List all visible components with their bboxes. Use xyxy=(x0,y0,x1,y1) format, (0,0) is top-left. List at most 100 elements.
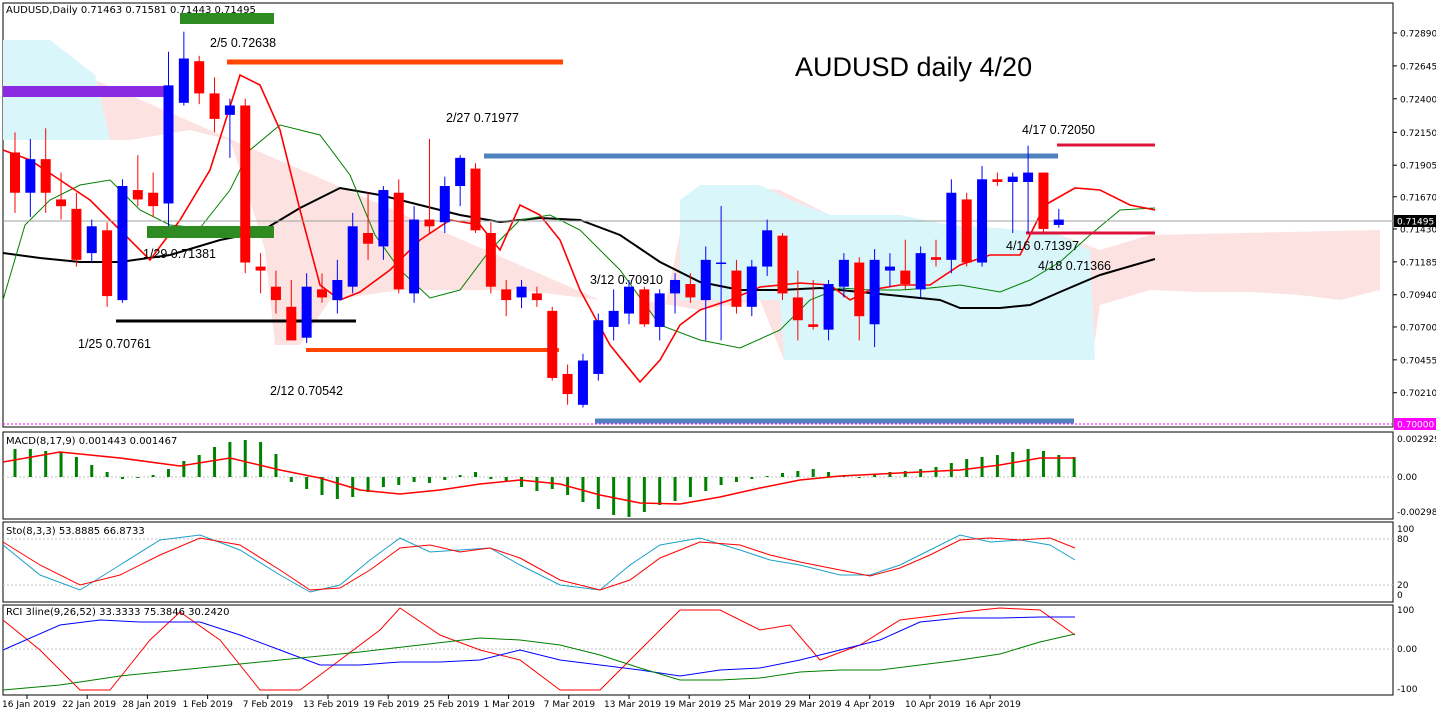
macd-histogram-bar xyxy=(781,473,784,477)
candle-body xyxy=(317,289,327,298)
moving-average-lines xyxy=(2,73,1156,384)
annotation-4-18: 4/18 0.71366 xyxy=(1038,259,1111,273)
macd-histogram-bar xyxy=(320,477,324,495)
macd-histogram-bar xyxy=(642,477,646,512)
macd-tick-top: 0.002929 xyxy=(1397,435,1436,445)
y-tick-label: 0.71430 xyxy=(1400,225,1436,235)
macd-histogram-bar xyxy=(197,455,201,477)
candle-body xyxy=(700,259,711,301)
macd-histogram-bar xyxy=(105,472,109,477)
macd-histogram-bar xyxy=(888,472,892,477)
x-tick-label: 10 Apr 2019 xyxy=(905,700,961,710)
candle-body xyxy=(531,293,542,301)
macd-histogram-bar xyxy=(136,477,140,478)
candle-body xyxy=(670,279,681,294)
macd-histogram-bar xyxy=(750,477,754,479)
cloud-bullish-right xyxy=(680,185,1095,360)
candle-body xyxy=(762,230,773,267)
macd-histogram-bar xyxy=(704,477,708,491)
candle-body xyxy=(347,226,358,287)
macd-histogram-bar xyxy=(535,477,539,491)
macd-histogram-bar xyxy=(520,477,524,487)
candle-body xyxy=(363,233,374,244)
candle-body xyxy=(224,105,235,115)
macd-histogram-bar xyxy=(28,449,32,477)
candle-body xyxy=(286,306,297,341)
macd-histogram-bar xyxy=(289,477,293,482)
candle-body xyxy=(270,286,281,301)
candle-body xyxy=(485,233,496,287)
candle-body xyxy=(501,289,512,301)
x-tick-label: 16 Apr 2019 xyxy=(965,700,1021,710)
stoch-label: Sto(8,3,3) 53.8885 66.8733 xyxy=(6,526,145,537)
purple-band xyxy=(3,86,166,97)
macd-histogram-bar xyxy=(13,449,17,477)
macd-histogram-bar xyxy=(213,447,217,477)
macd-tick-bottom: -0.002989 xyxy=(1397,508,1436,518)
macd-histogram-bar xyxy=(381,477,385,487)
macd-histogram-bar xyxy=(74,457,78,477)
symbol-info: AUDUSD,Daily 0.71463 0.71581 0.71443 0.7… xyxy=(6,5,256,16)
rci-long-line xyxy=(2,633,1076,691)
candle-body xyxy=(393,192,404,290)
x-tick-label: 19 Feb 2019 xyxy=(363,700,419,710)
x-tick-label: 22 Jan 2019 xyxy=(62,700,116,710)
x-tick-label: 7 Feb 2019 xyxy=(243,700,294,710)
candle-body xyxy=(946,192,957,260)
candle-body xyxy=(194,61,205,94)
stoch-tick-80: 80 xyxy=(1397,535,1409,545)
stochastic-indicator xyxy=(2,534,1393,593)
macd-histogram-bar xyxy=(581,477,585,502)
macd-histogram-bar xyxy=(612,477,616,515)
macd-histogram-bar xyxy=(458,475,462,477)
candle-body xyxy=(25,159,36,193)
macd-histogram-bar xyxy=(412,477,416,482)
candle-body xyxy=(915,253,926,290)
macd-histogram-bar xyxy=(796,471,800,477)
chart-title: AUDUSD daily 4/20 xyxy=(795,52,1032,82)
macd-histogram-bar xyxy=(335,477,339,499)
candle-body xyxy=(1038,172,1049,229)
annotations: 2/5 0.72638 1/29 0.71381 1/25 0.70761 2/… xyxy=(78,36,1111,398)
candle-body xyxy=(869,259,880,325)
candle-body xyxy=(547,310,558,378)
macd-histogram-bar xyxy=(1041,451,1045,477)
green-box-top xyxy=(180,13,274,24)
candle-body xyxy=(378,190,389,247)
macd-histogram-bar xyxy=(151,475,155,477)
candle-body xyxy=(10,152,20,193)
macd-histogram-bar xyxy=(243,440,247,477)
candle-body xyxy=(163,85,174,204)
macd-histogram-bar xyxy=(90,465,94,477)
candle-body xyxy=(1053,219,1064,225)
macd-histogram-bar xyxy=(228,442,232,477)
macd-histogram-bar xyxy=(397,477,401,485)
macd-histogram-bar xyxy=(1026,449,1030,477)
rci-short-line xyxy=(2,607,1076,691)
panels xyxy=(2,2,1394,696)
candle-body xyxy=(808,324,819,327)
candle-body xyxy=(40,159,51,193)
y-tick-label: 0.71670 xyxy=(1400,193,1436,203)
x-tick-label: 13 Feb 2019 xyxy=(303,700,359,710)
rci-label: RCI 3line(9,26,52) 33.3333 75.3846 30.24… xyxy=(6,607,230,618)
annotation-2-12: 2/12 0.70542 xyxy=(270,384,343,398)
candle-body xyxy=(409,219,420,294)
candle-body xyxy=(792,297,803,321)
annotation-1-25: 1/25 0.70761 xyxy=(78,337,151,351)
stoch-panel xyxy=(2,521,1394,603)
macd-label: MACD(8,17,9) 0.001443 0.001467 xyxy=(6,436,177,447)
x-tick-label: 25 Feb 2019 xyxy=(423,700,479,710)
rci-tick-minus100: -100 xyxy=(1397,685,1418,695)
level-tag: 0.70000 xyxy=(1394,418,1436,431)
candles xyxy=(10,31,1064,408)
candle-body xyxy=(639,289,650,325)
candle-body xyxy=(470,168,481,231)
annotation-4-16: 4/16 0.71397 xyxy=(1006,239,1079,253)
macd-histogram-bar xyxy=(627,477,631,517)
macd-histogram-bar xyxy=(688,477,692,497)
candle-body xyxy=(132,190,143,200)
green-box-bottom xyxy=(147,226,274,238)
candle-body xyxy=(838,259,849,287)
candle-body xyxy=(117,186,128,301)
